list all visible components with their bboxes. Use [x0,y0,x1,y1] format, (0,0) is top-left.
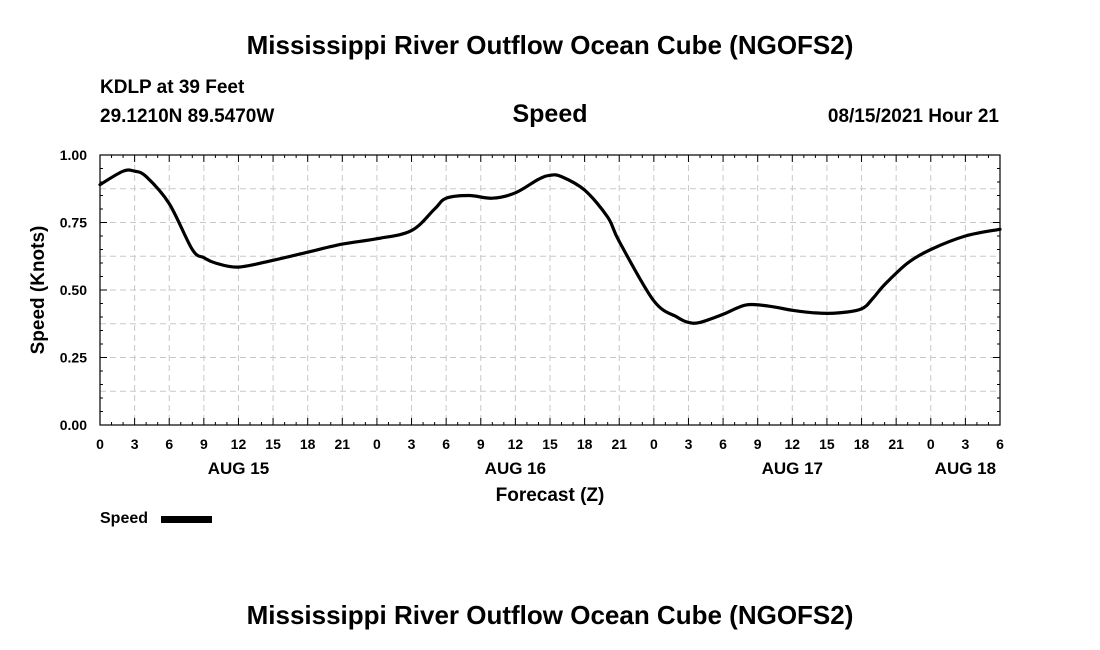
x-tick-label: 18 [300,436,316,452]
y-tick-label: 1.00 [60,147,87,163]
x-tick-label: 3 [961,436,969,452]
x-tick-label: 6 [996,436,1004,452]
chart-title: Mississippi River Outflow Ocean Cube (NG… [246,30,854,60]
x-tick-label: 9 [477,436,485,452]
chart-footer-title: Mississippi River Outflow Ocean Cube (NG… [246,600,854,630]
y-tick-label: 0.75 [60,215,87,231]
plot-frame [99,154,1001,426]
x-tick-label: 12 [231,436,247,452]
y-tick-label: 0.50 [60,282,87,298]
x-tick-label: 3 [408,436,416,452]
x-tick-label: 15 [265,436,281,452]
x-tick-label: 21 [335,436,351,452]
x-tick-label: 9 [200,436,208,452]
x-tick-label: 0 [650,436,658,452]
x-tick-label: 12 [508,436,524,452]
day-label: AUG 18 [935,459,996,478]
day-label: AUG 17 [762,459,823,478]
speed-series-line [98,168,1002,325]
x-tick-label: 21 [611,436,627,452]
x-axis-label: Forecast (Z) [496,485,605,506]
x-tick-label: 6 [719,436,727,452]
y-tick-label: 0.00 [60,417,87,433]
x-tick-label: 6 [165,436,173,452]
x-tick-label: 12 [785,436,801,452]
day-label: AUG 15 [208,459,269,478]
tick-labels: 0 3 6 9 12 15 18 21 0 3 6 9 12 15 18 21 0 3 6 9 12 15 18 21 0 3 6 0… [60,147,1004,478]
x-tick-label: 9 [754,436,762,452]
variable-title: Speed [512,100,588,128]
x-tick-label: 15 [542,436,558,452]
x-tick-label: 3 [131,436,139,452]
x-tick-label: 18 [854,436,870,452]
x-tick-label: 0 [373,436,381,452]
x-tick-label: 18 [577,436,593,452]
station-coordinates: 29.1210N 89.5470W [100,106,275,127]
legend-swatch [161,516,212,523]
x-tick-label: 3 [685,436,693,452]
legend-label: Speed [100,510,149,527]
x-tick-label: 0 [96,436,104,452]
x-tick-label: 6 [442,436,450,452]
x-tick-label: 21 [888,436,904,452]
grid-lines [100,155,1000,425]
x-tick-label: 15 [819,436,835,452]
forecast-timestamp: 08/15/2021 Hour 21 [827,106,999,127]
station-label: KDLP at 39 Feet [100,77,245,98]
y-tick-label: 0.25 [60,350,87,366]
y-axis-label: Speed (Knots) [28,226,49,355]
x-tick-label: 0 [927,436,935,452]
day-label: AUG 16 [485,459,546,478]
